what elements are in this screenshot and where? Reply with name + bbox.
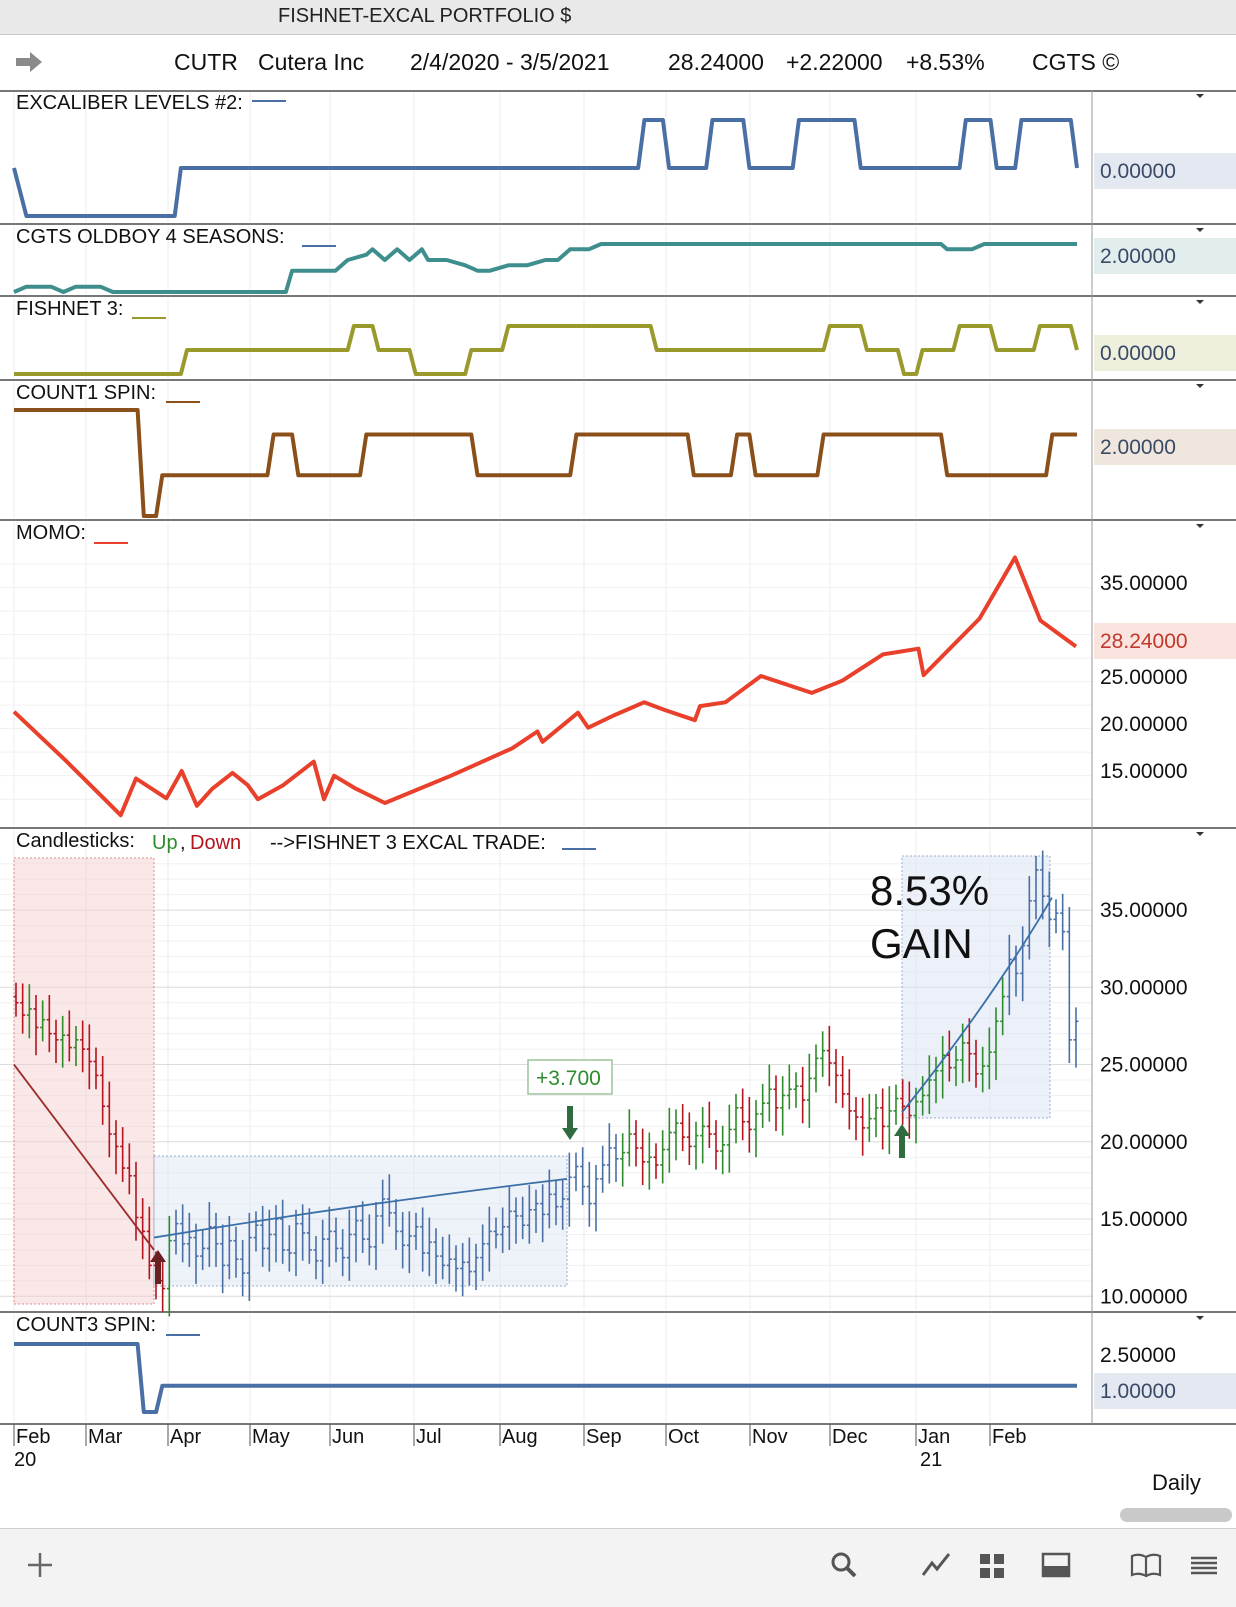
symbol: CUTR bbox=[174, 49, 238, 75]
x-axis-month: May bbox=[252, 1426, 290, 1448]
menu-icon[interactable] bbox=[1186, 1547, 1222, 1583]
indicator-line bbox=[14, 324, 1079, 376]
panel-menu-caret-icon bbox=[1196, 832, 1204, 836]
panel-menu-caret-icon bbox=[1196, 228, 1204, 232]
search-icon[interactable] bbox=[826, 1547, 862, 1583]
x-axis-year: 20 bbox=[14, 1449, 36, 1471]
momo-tick-label: 15.00000 bbox=[1100, 760, 1188, 783]
symbol-info-bar: CUTR Cutera Inc 2/4/2020 - 3/5/2021 28.2… bbox=[0, 35, 1236, 92]
panel-title: MOMO: bbox=[16, 522, 86, 544]
gain-word-label: GAIN bbox=[870, 920, 973, 967]
date-range: 2/4/2020 - 3/5/2021 bbox=[410, 49, 610, 75]
panel-icon[interactable] bbox=[1038, 1547, 1074, 1583]
x-axis-month: Oct bbox=[668, 1426, 700, 1448]
value-label: 0.00000 bbox=[1100, 160, 1176, 183]
price-tick-label: 25.00000 bbox=[1100, 1054, 1188, 1077]
forward-arrow-icon[interactable] bbox=[14, 51, 44, 73]
panel-title: CGTS OLDBOY 4 SEASONS: bbox=[16, 226, 285, 248]
x-axis-month: Dec bbox=[832, 1426, 868, 1448]
panel-menu-caret-icon bbox=[1196, 1316, 1204, 1320]
count3-tick-label: 2.50000 bbox=[1100, 1344, 1176, 1367]
last-price: 28.24000 bbox=[668, 49, 764, 75]
value-badge bbox=[1094, 335, 1236, 371]
trade-label: -->FISHNET 3 EXCAL TRADE: bbox=[270, 832, 546, 854]
value-badge bbox=[1094, 153, 1236, 189]
price-change: +2.22000 bbox=[786, 49, 883, 75]
momo-tick-label: 20.00000 bbox=[1100, 713, 1188, 736]
legend-comma: , bbox=[180, 832, 186, 854]
panel-title: FISHNET 3: bbox=[16, 298, 123, 320]
value-badge bbox=[1094, 238, 1236, 274]
value-label: 2.00000 bbox=[1100, 436, 1176, 459]
value-badge bbox=[1094, 623, 1236, 659]
price-tick-label: 30.00000 bbox=[1100, 976, 1188, 999]
legend-up: Up bbox=[152, 832, 178, 854]
window-title: FISHNET-EXCAL PORTFOLIO $ bbox=[278, 5, 572, 27]
legend-down: Down bbox=[190, 832, 241, 854]
trade-result-label: +3.700 bbox=[536, 1067, 601, 1090]
entry-arrow-2 bbox=[894, 1124, 910, 1158]
credit: CGTS © bbox=[1032, 49, 1120, 75]
entry-arrow-1 bbox=[150, 1250, 166, 1284]
x-axis-month: Jun bbox=[332, 1426, 364, 1448]
value-label: 1.00000 bbox=[1100, 1380, 1176, 1403]
x-axis-month: Jul bbox=[416, 1426, 442, 1448]
value-label: 0.00000 bbox=[1100, 342, 1176, 365]
x-axis-month: Feb bbox=[16, 1426, 50, 1448]
momo-tick-label: 35.00000 bbox=[1100, 572, 1188, 595]
price-tick-label: 15.00000 bbox=[1100, 1208, 1188, 1231]
period-label[interactable]: Daily bbox=[1152, 1470, 1201, 1495]
price-tick-label: 10.00000 bbox=[1100, 1285, 1188, 1308]
x-axis-month: Mar bbox=[88, 1426, 123, 1448]
indicator-line bbox=[13, 242, 1077, 294]
x-axis-month: Feb bbox=[992, 1426, 1026, 1448]
x-axis-year: 21 bbox=[920, 1449, 942, 1471]
x-axis-month: Apr bbox=[170, 1426, 201, 1448]
price-change-pct: +8.53% bbox=[906, 49, 985, 75]
panel-title: COUNT1 SPIN: bbox=[16, 382, 156, 404]
panel-title: EXCALIBER LEVELS #2: bbox=[16, 92, 243, 114]
bottom-toolbar bbox=[0, 1528, 1236, 1607]
momo-line bbox=[12, 555, 1078, 818]
value-label: 28.24000 bbox=[1100, 630, 1188, 653]
gain-pct-label: 8.53% bbox=[870, 867, 989, 914]
value-badge bbox=[1094, 429, 1236, 465]
line-tool-icon[interactable] bbox=[918, 1547, 954, 1583]
exit-arrow-1 bbox=[562, 1106, 578, 1140]
panel-menu-caret-icon bbox=[1196, 524, 1204, 528]
x-axis-month: Jan bbox=[918, 1426, 950, 1448]
momo-tick-label: 25.00000 bbox=[1100, 666, 1188, 689]
panel-title: Candlesticks: bbox=[16, 830, 135, 852]
plus-icon[interactable] bbox=[22, 1547, 58, 1583]
trade-result-box bbox=[527, 1059, 613, 1095]
trend-line-trade2 bbox=[901, 897, 1053, 1114]
trend-line-down bbox=[13, 1064, 155, 1251]
panel-menu-caret-icon bbox=[1196, 384, 1204, 388]
indicator-line bbox=[14, 408, 1077, 518]
loss-region bbox=[13, 857, 155, 1305]
panel-menu-caret-icon bbox=[1196, 300, 1204, 304]
company-name: Cutera Inc bbox=[258, 49, 365, 75]
horizontal-scrollbar[interactable] bbox=[1120, 1508, 1232, 1522]
price-tick-label: 35.00000 bbox=[1100, 899, 1188, 922]
x-axis-month: Aug bbox=[502, 1426, 538, 1448]
chart-area[interactable]: EXCALIBER LEVELS #2: CGTS OLDBOY 4 SEASON… bbox=[0, 0, 1236, 1528]
price-tick-label: 20.00000 bbox=[1100, 1131, 1188, 1154]
x-axis-month: Sep bbox=[586, 1426, 622, 1448]
value-label: 2.00000 bbox=[1100, 245, 1176, 268]
book-icon[interactable] bbox=[1128, 1547, 1164, 1583]
panel-menu-caret-icon bbox=[1196, 94, 1204, 98]
x-axis-month: Nov bbox=[752, 1426, 788, 1448]
indicator-line bbox=[14, 1342, 1077, 1414]
value-badge bbox=[1094, 1373, 1236, 1409]
grid-icon[interactable] bbox=[974, 1547, 1010, 1583]
indicator-line bbox=[12, 118, 1079, 218]
trend-line-trade1 bbox=[153, 1177, 568, 1239]
window-titlebar: FISHNET-EXCAL PORTFOLIO $ bbox=[0, 0, 1236, 35]
panel-title: COUNT3 SPIN: bbox=[16, 1314, 156, 1336]
